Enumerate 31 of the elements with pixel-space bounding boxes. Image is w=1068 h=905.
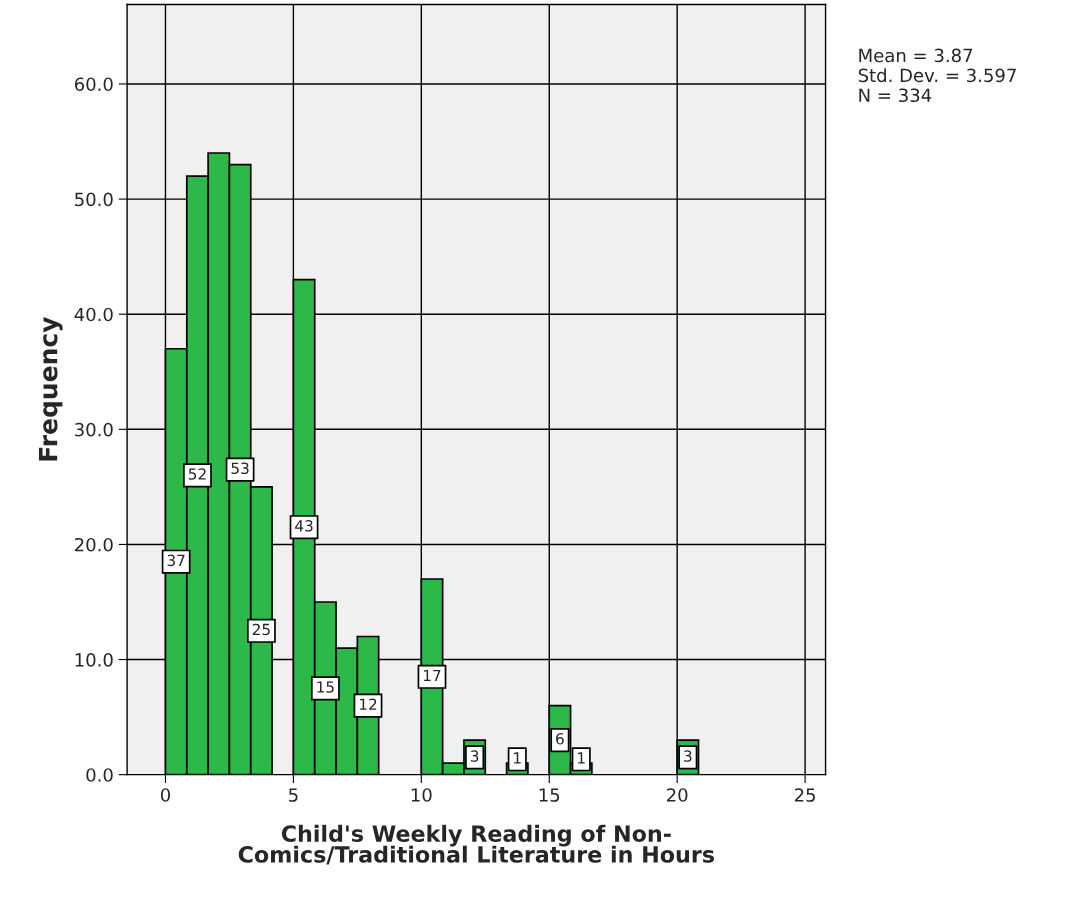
x-tick-label: 15 [539, 788, 560, 802]
y-tick-label: 30.0 [75, 422, 113, 437]
data-label: 6 [556, 733, 564, 745]
x-tick-label: 0 [160, 788, 171, 802]
y-tick-label: 50.0 [75, 192, 113, 207]
data-label: 53 [231, 462, 249, 475]
y-tick-label: 40.0 [74, 307, 113, 322]
data-label: 3 [470, 750, 479, 762]
y-tick-label: 10.0 [75, 653, 113, 667]
y-axis-title: Frequency [38, 316, 63, 461]
y-tick-label: 60.0 [74, 77, 113, 92]
x-tick-label: 10 [411, 788, 432, 802]
data-label: 17 [423, 669, 441, 682]
data-label: 43 [295, 520, 313, 532]
data-label: 1 [578, 752, 585, 764]
data-label: 25 [252, 623, 270, 636]
x-tick-label: 20 [667, 788, 688, 802]
data-label: 52 [188, 468, 206, 480]
text: Mean = 3.87 [859, 48, 973, 63]
text: N = 334 [859, 88, 932, 103]
y-tick-label: 0.0 [86, 768, 113, 782]
data-label: 37 [167, 554, 185, 567]
data-label: 15 [317, 681, 334, 693]
y-tick-label: 20.0 [75, 537, 113, 552]
x-axis-title: Child's Weekly Reading of Non- Comics/Traditional Literature in Hours [238, 824, 714, 865]
x-tick-label: 5 [289, 788, 298, 802]
text: Std. Dev. = 3.597 [858, 68, 1016, 83]
x-tick-label: 25 [794, 788, 816, 802]
data-label: 1 [514, 752, 521, 764]
data-label: 12 [359, 698, 377, 710]
data-label: 3 [684, 750, 692, 762]
